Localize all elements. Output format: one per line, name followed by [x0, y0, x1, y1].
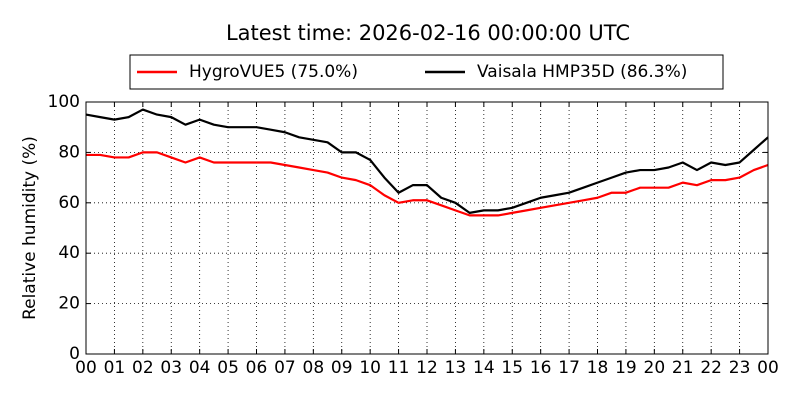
x-tick-label: 03 [160, 358, 182, 378]
x-tick-label: 08 [303, 358, 325, 378]
x-tick-label: 05 [217, 358, 239, 378]
x-tick-label: 22 [700, 358, 722, 378]
y-tick-label: 0 [69, 344, 80, 364]
legend-label: HygroVUE5 (75.0%) [189, 62, 358, 82]
x-tick-label: 10 [359, 358, 381, 378]
x-tick-label: 01 [104, 358, 126, 378]
x-tick-label: 09 [331, 358, 353, 378]
x-tick-label: 18 [587, 358, 609, 378]
plot-frame [85, 101, 769, 355]
x-tick-label: 17 [558, 358, 580, 378]
x-tick-label: 06 [246, 358, 268, 378]
chart-title: Latest time: 2026-02-16 00:00:00 UTC [226, 21, 630, 45]
x-tick-label: 23 [729, 358, 751, 378]
x-tick-label: 16 [530, 358, 552, 378]
x-tick-label: 19 [615, 358, 637, 378]
x-tick-label: 20 [644, 358, 666, 378]
x-tick-label: 14 [473, 358, 495, 378]
x-tick-label: 00 [757, 358, 779, 378]
x-tick-label: 07 [274, 358, 296, 378]
data-line [85, 108, 769, 214]
x-tick-label: 12 [416, 358, 438, 378]
y-tick-label: 100 [48, 92, 80, 112]
x-tick-label: 00 [75, 358, 97, 378]
y-tick-label: 60 [58, 193, 80, 213]
x-tick-label: 13 [445, 358, 467, 378]
x-tick-label: 11 [388, 358, 410, 378]
x-tick-label: 02 [132, 358, 154, 378]
data-line [86, 151, 769, 217]
x-tick-label: 15 [501, 358, 523, 378]
y-tick-label: 80 [58, 142, 80, 162]
y-tick-label: 20 [58, 294, 80, 314]
legend-label: Vaisala HMP35D (86.3%) [477, 62, 687, 82]
x-tick-label: 21 [672, 358, 694, 378]
y-axis-label: Relative humidity (%) [20, 136, 40, 320]
x-tick-label: 04 [189, 358, 211, 378]
y-tick-label: 40 [58, 243, 80, 263]
